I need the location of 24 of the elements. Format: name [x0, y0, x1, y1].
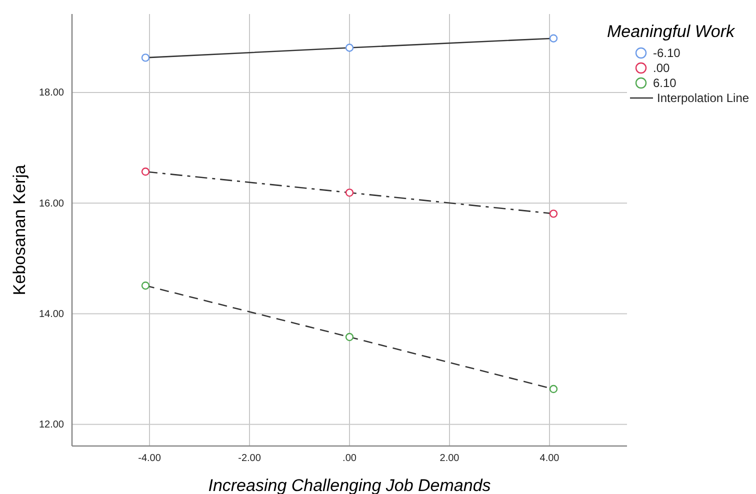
x-tick-label: -4.00 [138, 453, 162, 464]
point [141, 281, 150, 290]
x-tick-label: 4.00 [540, 453, 560, 464]
y-tick-label: 18.00 [38, 88, 64, 99]
legend-label: -6.10 [653, 46, 681, 60]
point [549, 384, 558, 394]
x-tick-label: .00 [342, 453, 357, 464]
x-tick-label: -2.00 [238, 453, 262, 464]
y-axis-title: Kebosanan Kerja [10, 164, 29, 296]
point [141, 168, 150, 176]
legend-title: Meaningful Work [607, 22, 736, 41]
y-tick-label: 14.00 [38, 309, 64, 320]
point [345, 44, 354, 52]
text: Interpolation Line [657, 91, 750, 105]
x-tick-label: 2.00 [440, 453, 460, 464]
point [345, 332, 354, 342]
y-tick-label: 12.00 [38, 420, 64, 431]
point [141, 54, 150, 62]
y-tick-label: 16.00 [38, 198, 64, 210]
legend-label: .00 [653, 61, 670, 75]
point [345, 188, 354, 197]
point [549, 210, 558, 218]
legend-label: 6.10 [653, 76, 677, 90]
point [549, 34, 558, 42]
